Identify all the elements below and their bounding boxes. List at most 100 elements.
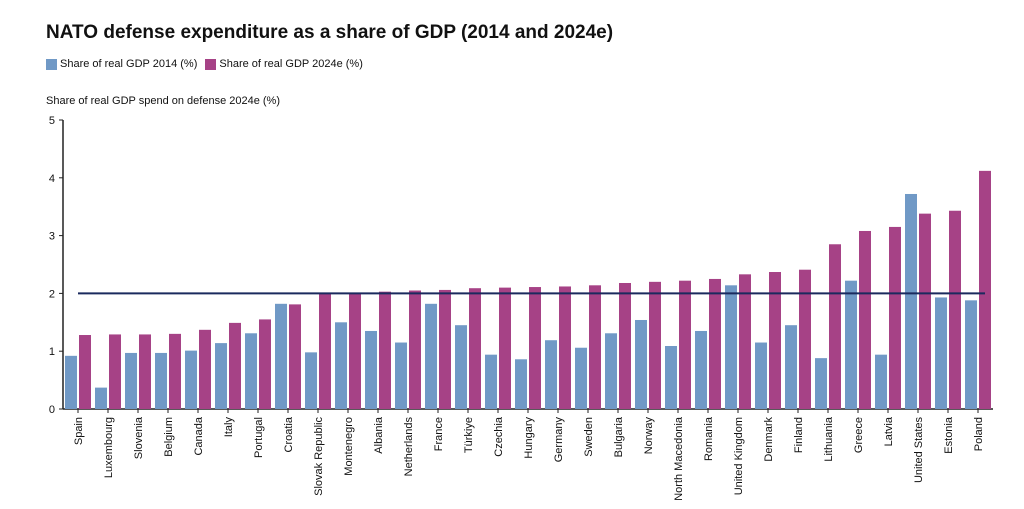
bar-2024e-slovenia (139, 334, 151, 409)
bar-2014-slovak-republic (305, 352, 317, 409)
y-tick-label: 2 (49, 288, 55, 300)
bar-2024e-türkiye (469, 288, 481, 409)
bar-2024e-belgium (169, 333, 181, 409)
bar-2024e-albania (379, 291, 391, 409)
bar-2014-luxembourg (95, 387, 107, 409)
bar-2014-hungary (515, 359, 527, 409)
x-tick-label: Germany (553, 417, 565, 463)
bar-2014-greece (845, 280, 857, 409)
bar-2024e-czechia (499, 287, 511, 409)
x-tick-label: Albania (373, 416, 385, 454)
bar-2024e-united-kingdom (739, 274, 751, 409)
bar-2014-romania (695, 330, 707, 409)
x-tick-label: Latvia (883, 416, 895, 446)
x-tick-label: Croatia (283, 416, 295, 452)
x-tick-label: Slovenia (133, 416, 145, 459)
y-tick-label: 0 (49, 404, 55, 416)
bar-2014-germany (545, 340, 557, 409)
x-tick-label: Netherlands (403, 417, 415, 477)
bar-2024e-france (439, 289, 451, 409)
bar-2014-czechia (485, 354, 497, 409)
y-tick-label: 3 (49, 231, 55, 243)
x-tick-label: North Macedonia (673, 416, 685, 501)
y-axis-label: Share of real GDP spend on defense 2024e… (46, 95, 281, 107)
bar-2014-sweden (575, 347, 587, 409)
y-tick-label: 1 (49, 346, 55, 358)
bar-2014-italy (215, 343, 227, 409)
bar-2024e-canada (199, 329, 211, 409)
bar-2024e-united-states (919, 213, 931, 409)
bar-2024e-estonia (949, 210, 961, 409)
bar-2024e-spain (79, 335, 91, 409)
bar-2024e-latvia (889, 226, 901, 409)
x-tick-label: Italy (223, 417, 235, 438)
bar-2014-poland (965, 300, 977, 409)
y-tick-label: 5 (49, 115, 55, 127)
bar-2014-finland (785, 325, 797, 409)
bar-2024e-greece (859, 230, 871, 409)
bar-2014-north-macedonia (665, 345, 677, 409)
bar-2024e-portugal (259, 319, 271, 409)
bar-2014-türkiye (455, 325, 467, 409)
bar-2024e-hungary (529, 287, 541, 409)
x-tick-label: Estonia (943, 416, 955, 454)
bar-2014-latvia (875, 354, 887, 409)
x-tick-label: Türkiye (463, 417, 475, 453)
bar-2014-albania (365, 330, 377, 409)
x-tick-label: Poland (973, 417, 985, 451)
x-tick-label: Finland (793, 417, 805, 453)
bar-2014-netherlands (395, 342, 407, 409)
bar-2024e-croatia (289, 304, 301, 409)
legend-item-2014: Share of real GDP 2014 (%) (46, 58, 197, 70)
bar-2014-croatia (275, 303, 287, 409)
bar-2014-lithuania (815, 358, 827, 409)
bar-2024e-romania (709, 278, 721, 409)
bar-2024e-denmark (769, 272, 781, 409)
x-tick-label: Portugal (253, 417, 265, 458)
bar-2024e-montenegro (349, 293, 361, 409)
x-tick-label: Bulgaria (613, 416, 625, 457)
bar-2014-united-states (905, 193, 917, 409)
x-tick-label: France (433, 417, 445, 451)
x-tick-label: Norway (643, 417, 655, 455)
bar-2014-slovenia (125, 352, 137, 409)
bar-2014-united-kingdom (725, 285, 737, 409)
bar-2024e-norway (649, 281, 661, 409)
bar-2014-estonia (935, 297, 947, 409)
bar-2024e-luxembourg (109, 334, 121, 409)
x-tick-label: Luxembourg (103, 417, 115, 478)
x-tick-label: Hungary (523, 417, 535, 459)
x-tick-label: Czechia (493, 416, 505, 457)
x-tick-label: Belgium (163, 417, 175, 457)
bar-2024e-lithuania (829, 244, 841, 409)
bar-2014-spain (65, 355, 77, 409)
legend-item-2024e: Share of real GDP 2024e (%) (205, 58, 363, 70)
bar-2014-portugal (245, 333, 257, 409)
y-tick-label: 4 (49, 173, 55, 185)
legend-swatch-2014 (46, 58, 57, 70)
legend: Share of real GDP 2014 (%) Share of real… (46, 58, 363, 70)
bar-2024e-netherlands (409, 290, 421, 409)
bar-2014-denmark (755, 342, 767, 409)
x-tick-label: Spain (73, 417, 85, 445)
x-tick-label: Slovak Republic (313, 417, 325, 496)
x-tick-label: United States (913, 417, 925, 484)
bar-2024e-finland (799, 269, 811, 409)
bar-2024e-italy (229, 322, 241, 409)
x-tick-label: Sweden (583, 417, 595, 457)
legend-swatch-2024e (205, 58, 217, 70)
bar-2014-france (425, 303, 437, 409)
x-tick-label: Greece (853, 417, 865, 453)
bar-2024e-north-macedonia (679, 280, 691, 409)
x-tick-label: Romania (703, 416, 715, 461)
bar-2014-belgium (155, 352, 167, 409)
bar-2024e-bulgaria (619, 282, 631, 409)
bar-2014-bulgaria (605, 333, 617, 409)
bar-2014-canada (185, 350, 197, 409)
x-tick-label: Denmark (763, 417, 775, 462)
legend-label-2014: Share of real GDP 2014 (%) (60, 58, 198, 70)
x-tick-label: Canada (193, 416, 205, 455)
bar-2024e-germany (559, 286, 571, 409)
legend-label-2024e: Share of real GDP 2024e (%) (219, 58, 363, 70)
